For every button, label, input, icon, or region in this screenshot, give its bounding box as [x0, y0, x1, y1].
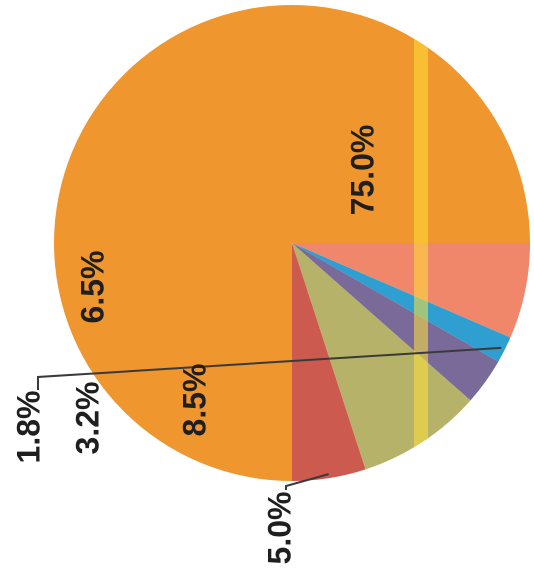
- leader-lines: [37, 346, 502, 490]
- slice-label-8-5: 8.5%: [176, 364, 212, 437]
- pie-slice-5-0: [292, 243, 366, 481]
- leader-line-1-8: [37, 346, 502, 390]
- slice-label-6-5: 6.5%: [74, 251, 110, 324]
- slice-label-5: 5.0%: [261, 492, 297, 565]
- slice-labels: 75.0% 5.0% 8.5% 3.2% 1.8% 6.5%: [10, 125, 380, 565]
- slice-label-75: 75.0%: [344, 125, 380, 216]
- slice-label-3-2: 3.2%: [69, 382, 105, 455]
- pie-slice-3-2: [292, 243, 499, 401]
- pie-slices: [54, 5, 530, 481]
- leader-line-5: [285, 473, 329, 490]
- pie-slice-1-8: [292, 243, 511, 362]
- slice-label-1-8: 1.8%: [10, 391, 46, 464]
- pie-slice-6-5: [292, 243, 530, 338]
- highlight-stripe: [414, 5, 428, 481]
